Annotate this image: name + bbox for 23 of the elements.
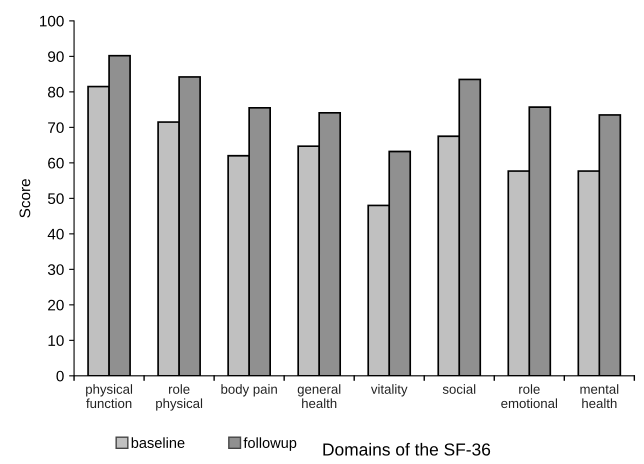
x-tick-label: role physical — [156, 384, 202, 411]
y-tick-label: 50 — [48, 193, 64, 204]
x-tick-label: physical function — [86, 384, 132, 408]
x-axis-title: Domains of the SF-36 — [323, 442, 490, 456]
y-tick-label: 90 — [48, 51, 64, 62]
y-tick-label: 10 — [48, 335, 64, 346]
y-tick-label: 20 — [48, 300, 64, 311]
y-tick-label: 0 — [56, 370, 64, 382]
y-tick-label: 80 — [48, 86, 64, 98]
y-tick-label: 100 — [40, 16, 64, 27]
x-tick-label: general health — [298, 384, 340, 408]
x-tick-label: vitality — [370, 384, 408, 396]
x-tick-label: social — [442, 384, 476, 394]
x-tick-label: body pain — [221, 384, 277, 396]
x-tick-label: mental health — [580, 384, 618, 408]
y-tick-label: 60 — [48, 158, 64, 169]
y-tick-label: 40 — [48, 228, 64, 240]
legend-label: baseline — [132, 437, 184, 448]
y-tick-label: 30 — [48, 264, 64, 276]
y-axis-title: Score — [19, 179, 30, 218]
y-tick-label: 70 — [48, 122, 64, 134]
legend-label: followup — [244, 437, 296, 451]
x-tick-label: role emotional — [501, 384, 558, 408]
